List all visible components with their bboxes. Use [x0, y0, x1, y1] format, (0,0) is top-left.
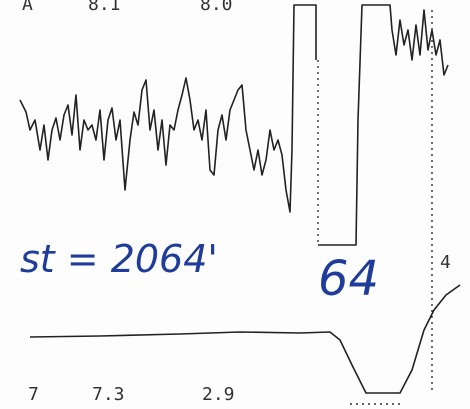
- top-label: 8.1: [88, 0, 121, 15]
- top-label: A: [22, 0, 33, 15]
- bottom-label: 2.9: [202, 384, 235, 405]
- handwritten-note: 64: [318, 251, 379, 307]
- side-label: 4: [440, 252, 451, 273]
- handwritten-note: st = 2064': [20, 237, 218, 281]
- upper-trace-2: [318, 4, 449, 246]
- upper-trace: [19, 4, 317, 213]
- lower-trace: [29, 284, 461, 394]
- bottom-label: 7: [28, 384, 39, 405]
- top-label: 8.0: [200, 0, 233, 15]
- bottom-label: 7.3: [92, 384, 125, 405]
